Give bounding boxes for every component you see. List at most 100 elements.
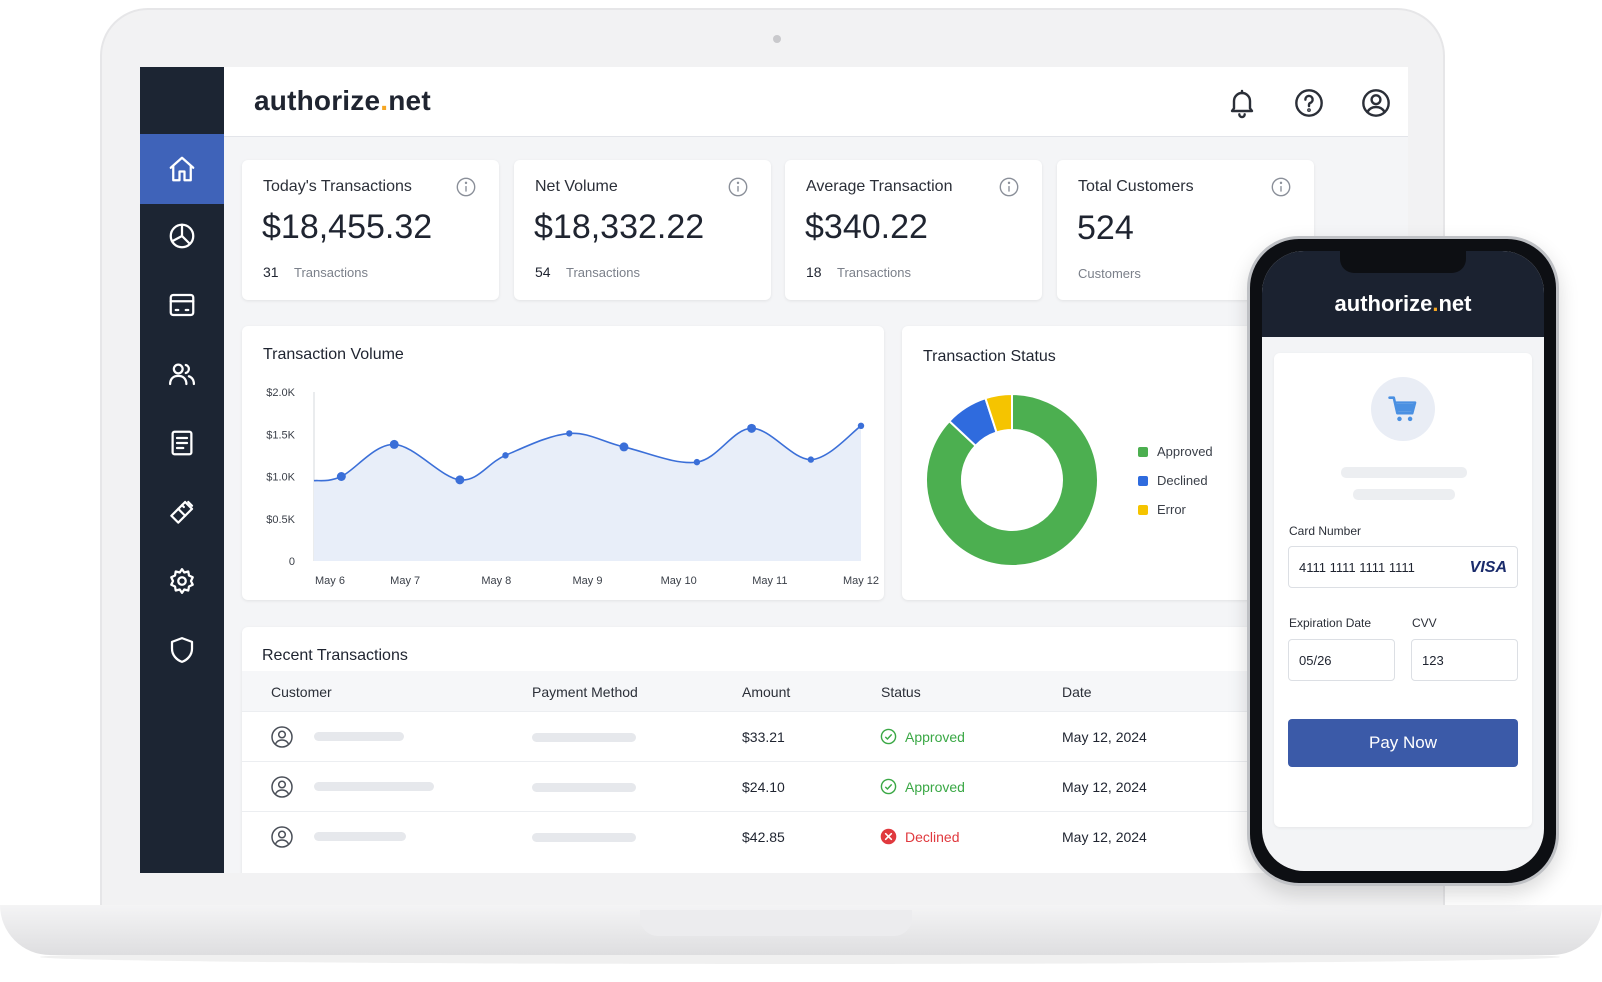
payment-placeholder	[532, 833, 636, 842]
brand-logo[interactable]: authorize.net	[254, 85, 431, 116]
sidebar-item-settings[interactable]	[140, 546, 224, 616]
stat-title: Net Volume	[535, 178, 618, 195]
customer-placeholder	[314, 732, 404, 741]
customer-placeholder	[314, 782, 434, 791]
notifications-button[interactable]	[1226, 87, 1258, 119]
data-point	[619, 442, 629, 452]
visa-logo: VISA	[1469, 559, 1507, 576]
table-row[interactable]: $33.21 Approved May 12, 2024	[242, 711, 1322, 761]
column-status[interactable]: Status	[881, 684, 921, 700]
column-amount[interactable]: Amount	[742, 684, 791, 700]
sidebar-item-documents[interactable]	[140, 408, 224, 478]
stat-title: Total Customers	[1078, 178, 1194, 195]
help-button[interactable]	[1293, 87, 1325, 119]
pie-chart-icon	[169, 223, 195, 249]
dashboard-screen: authorize.net Today's Transactions $18,4…	[140, 67, 1408, 873]
stat-count: 18	[806, 264, 822, 280]
stat-unit: Transactions	[837, 265, 911, 280]
x-tick-label: May 7	[390, 575, 420, 587]
wallet-icon	[169, 293, 195, 317]
stat-value: $18,455.32	[262, 208, 433, 246]
status-cell: Declined	[880, 828, 959, 845]
sidebar	[140, 67, 224, 873]
legend-swatch	[1138, 475, 1148, 486]
check-circle-icon	[880, 728, 897, 745]
data-point	[502, 452, 509, 459]
column-date[interactable]: Date	[1062, 684, 1092, 700]
stat-value: 524	[1077, 209, 1134, 247]
info-icon[interactable]	[1270, 176, 1292, 198]
status-cell: Approved	[880, 778, 965, 795]
stat-unit: Customers	[1078, 266, 1141, 281]
table-header	[242, 671, 1322, 711]
sidebar-item-home[interactable]	[140, 134, 224, 204]
help-icon	[1295, 89, 1323, 117]
chart-title: Transaction Status	[923, 348, 1056, 365]
sidebar-item-reports[interactable]	[140, 201, 224, 271]
area-fill	[314, 425, 861, 561]
expiration-label: Expiration Date	[1289, 616, 1372, 630]
data-point	[693, 458, 701, 466]
legend-error: Error	[1138, 502, 1186, 517]
data-point	[747, 423, 757, 433]
expiration-input[interactable]: 05/26	[1288, 639, 1395, 681]
pay-now-button[interactable]: Pay Now	[1288, 719, 1518, 767]
donut-slice-error	[984, 392, 1013, 434]
cvv-label: CVV	[1412, 616, 1437, 630]
data-point	[389, 439, 399, 449]
column-customer[interactable]: Customer	[271, 684, 332, 700]
date-cell: May 12, 2024	[1062, 779, 1147, 795]
document-icon	[171, 430, 193, 456]
stat-count: 31	[263, 264, 279, 280]
tools-icon	[170, 500, 194, 524]
data-point	[857, 422, 865, 429]
sidebar-item-tools[interactable]	[140, 477, 224, 547]
table-row[interactable]: $24.10 Approved May 12, 2024	[242, 761, 1322, 811]
volume-chart: 0 $0.5K $1.0K $1.5K $2.0K May 6 May 7 May 8 May …	[266, 387, 879, 587]
legend-declined: Declined	[1138, 473, 1208, 488]
x-tick-label: May 6	[315, 575, 345, 587]
subtitle-placeholder	[1353, 489, 1455, 500]
stat-unit: Transactions	[294, 265, 368, 280]
webcam	[773, 35, 781, 43]
users-icon	[169, 363, 195, 386]
stat-title: Today's Transactions	[263, 178, 412, 195]
info-icon[interactable]	[455, 176, 477, 198]
y-tick-label: $0.5K	[266, 514, 295, 526]
top-header: authorize.net	[224, 67, 1408, 137]
payment-placeholder	[532, 783, 636, 792]
info-icon[interactable]	[727, 176, 749, 198]
chart-title: Transaction Volume	[263, 346, 404, 363]
y-tick-label: $2.0K	[266, 387, 295, 399]
sidebar-item-payments[interactable]	[140, 270, 224, 340]
gear-icon	[170, 568, 194, 594]
card-number-input[interactable]: 4111 1111 1111 1111 VISA	[1288, 546, 1518, 588]
legend-swatch	[1138, 446, 1148, 457]
account-button[interactable]	[1360, 87, 1392, 119]
title-placeholder	[1341, 467, 1467, 478]
avatar-icon	[270, 725, 294, 749]
stat-card-average: Average Transaction $340.22 18 Transacti…	[785, 160, 1042, 300]
data-point	[455, 475, 465, 485]
date-cell: May 12, 2024	[1062, 729, 1147, 745]
recent-transactions-panel: Recent Transactions Customer Payment Met…	[242, 627, 1322, 873]
cvv-input[interactable]: 123	[1411, 639, 1518, 681]
sidebar-item-security[interactable]	[140, 615, 224, 685]
x-tick-label: May 8	[481, 575, 511, 587]
y-tick-label: 0	[289, 556, 295, 568]
x-tick-label: May 11	[752, 575, 787, 587]
data-point	[807, 456, 815, 463]
x-tick-label: May 9	[573, 575, 603, 587]
amount-cell: $24.10	[742, 779, 785, 795]
avatar-icon	[270, 825, 294, 849]
table-row[interactable]: $42.85 Declined May 12, 2024	[242, 811, 1322, 861]
stat-title: Average Transaction	[806, 178, 953, 195]
amount-cell: $33.21	[742, 729, 785, 745]
x-circle-icon	[880, 828, 897, 845]
column-payment-method[interactable]: Payment Method	[532, 684, 638, 700]
info-icon[interactable]	[998, 176, 1020, 198]
phone-header: authorize.net	[1262, 251, 1544, 337]
stat-unit: Transactions	[566, 265, 640, 280]
sidebar-item-customers[interactable]	[140, 339, 224, 409]
stat-value: $18,332.22	[534, 208, 705, 246]
